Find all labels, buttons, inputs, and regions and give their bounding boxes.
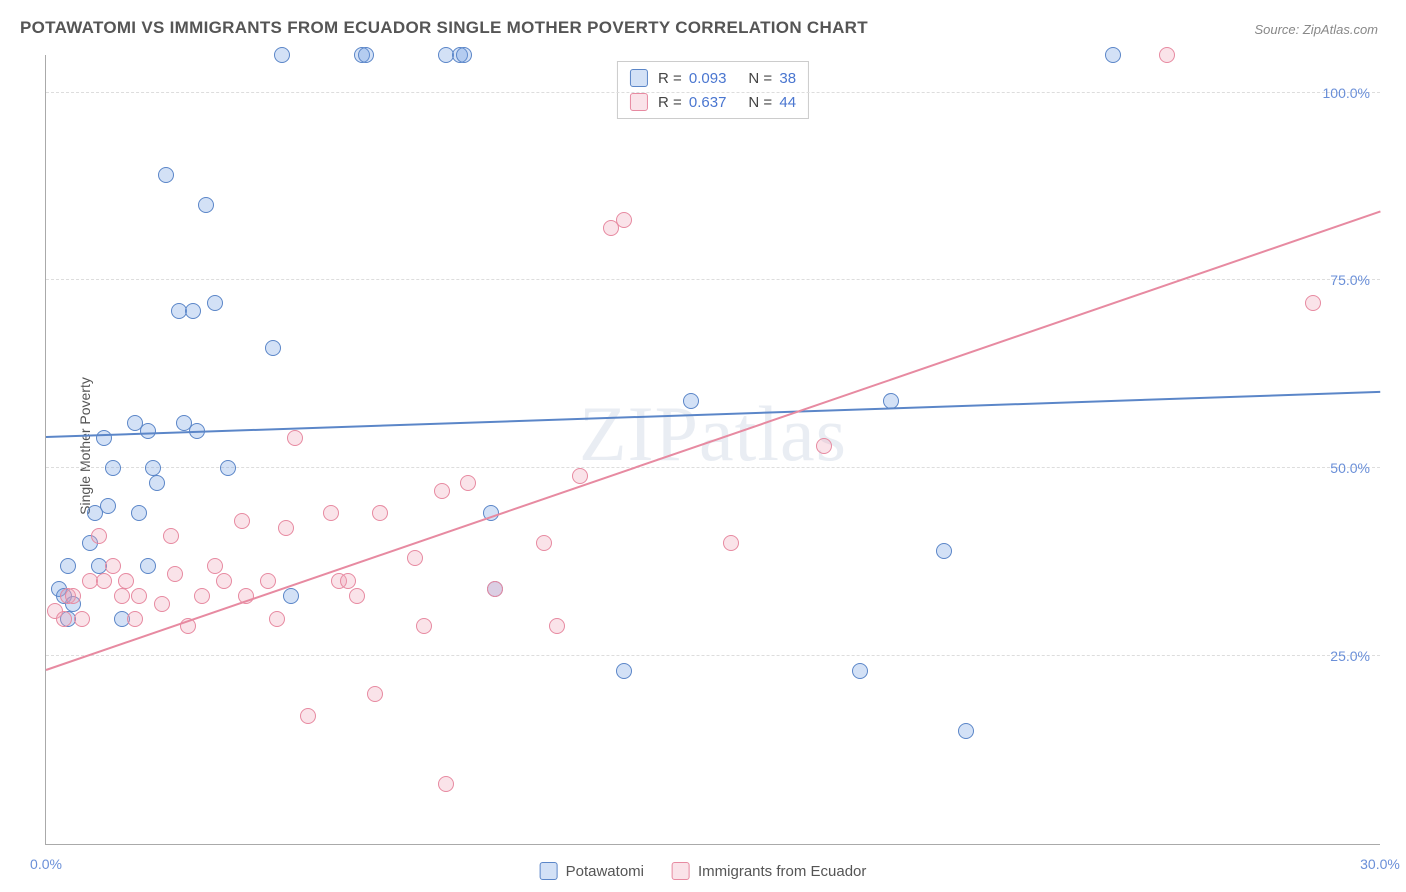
data-point [131,588,147,604]
correlation-legend: R = 0.093 N = 38 R = 0.637 N = 44 [617,61,809,119]
data-point [536,535,552,551]
plot-area: ZIPatlas R = 0.093 N = 38 R = 0.637 N = … [45,55,1380,845]
data-point [367,686,383,702]
data-point [145,460,161,476]
data-point [56,611,72,627]
data-point [65,588,81,604]
data-point [407,550,423,566]
data-point [220,460,236,476]
data-point [167,566,183,582]
data-point [549,618,565,634]
data-point [158,167,174,183]
data-point [283,588,299,604]
legend-label-2: Immigrants from Ecuador [698,863,866,880]
data-point [616,663,632,679]
data-point [234,513,250,529]
data-point [438,776,454,792]
gridline [46,655,1380,656]
data-point [456,47,472,63]
data-point [118,573,134,589]
data-point [269,611,285,627]
data-point [74,611,90,627]
data-point [1305,295,1321,311]
data-point [216,573,232,589]
data-point [460,475,476,491]
data-point [91,528,107,544]
data-point [100,498,116,514]
legend-item-2: Immigrants from Ecuador [672,862,866,880]
data-point [958,723,974,739]
source-label: Source: ZipAtlas.com [1254,22,1378,37]
data-point [207,558,223,574]
data-point [349,588,365,604]
data-point [323,505,339,521]
data-point [140,558,156,574]
y-tick-label: 25.0% [1330,648,1370,664]
data-point [278,520,294,536]
data-point [105,460,121,476]
data-point [572,468,588,484]
legend-swatch-2 [630,93,648,111]
legend-item-1: Potawatomi [540,862,644,880]
r-value-1: 0.093 [689,70,727,87]
data-point [194,588,210,604]
data-point [683,393,699,409]
x-tick-label: 0.0% [30,856,62,872]
gridline [46,92,1380,93]
data-point [372,505,388,521]
data-point [416,618,432,634]
data-point [358,47,374,63]
legend-row-series-1: R = 0.093 N = 38 [630,66,796,90]
legend-row-series-2: R = 0.637 N = 44 [630,90,796,114]
data-point [1159,47,1175,63]
data-point [127,611,143,627]
data-point [105,558,121,574]
legend-label-1: Potawatomi [566,863,644,880]
y-tick-label: 50.0% [1330,460,1370,476]
r-value-2: 0.637 [689,94,727,111]
y-tick-label: 75.0% [1330,272,1370,288]
x-tick-label: 30.0% [1360,856,1400,872]
data-point [114,588,130,604]
data-point [816,438,832,454]
data-point [936,543,952,559]
data-point [131,505,147,521]
data-point [260,573,276,589]
legend-swatch-series-2 [672,862,690,880]
data-point [852,663,868,679]
data-point [1105,47,1121,63]
data-point [434,483,450,499]
chart-title: POTAWATOMI VS IMMIGRANTS FROM ECUADOR SI… [20,18,868,38]
data-point [265,340,281,356]
n-value-1: 38 [779,70,796,87]
data-point [487,581,503,597]
watermark: ZIPatlas [579,389,847,479]
data-point [140,423,156,439]
data-point [287,430,303,446]
data-point [96,573,112,589]
data-point [60,558,76,574]
data-point [207,295,223,311]
data-point [723,535,739,551]
legend-swatch-1 [630,69,648,87]
y-tick-label: 100.0% [1323,85,1370,101]
data-point [149,475,165,491]
data-point [274,47,290,63]
n-value-2: 44 [779,94,796,111]
data-point [96,430,112,446]
data-point [300,708,316,724]
data-point [340,573,356,589]
legend-swatch-series-1 [540,862,558,880]
data-point [185,303,201,319]
gridline [46,467,1380,468]
data-point [198,197,214,213]
data-point [616,212,632,228]
data-point [154,596,170,612]
data-point [163,528,179,544]
series-legend: Potawatomi Immigrants from Ecuador [540,862,867,880]
